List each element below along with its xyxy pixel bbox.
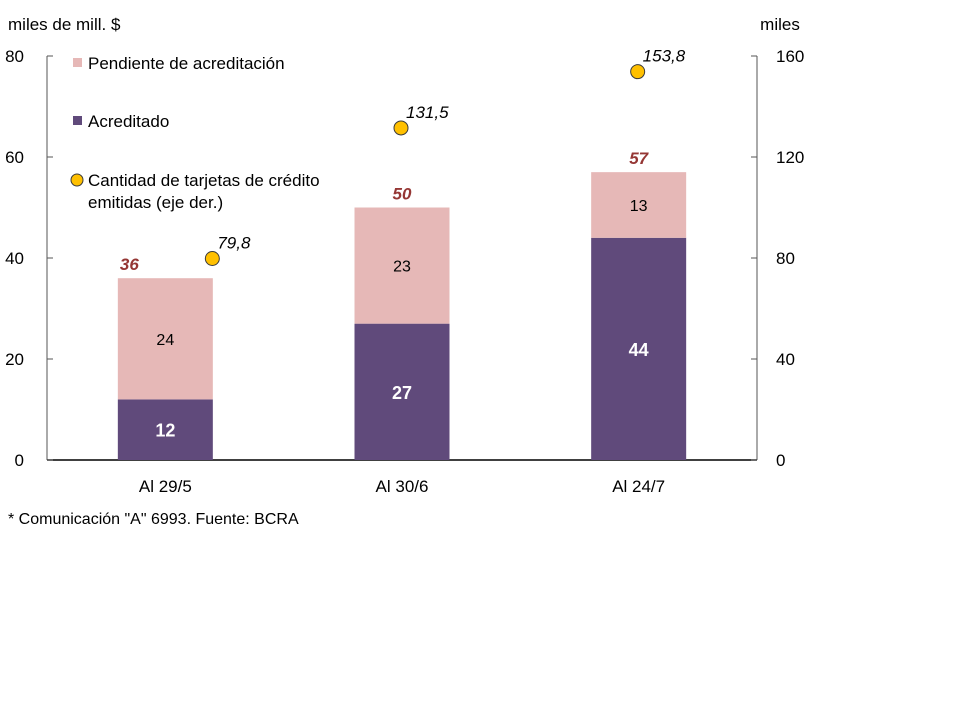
x-tick-label: Al 29/5 [139, 477, 192, 496]
legend-swatch-pendiente [73, 58, 82, 67]
bar-total-label: 57 [629, 149, 649, 168]
point-tarjetas [393, 120, 409, 136]
bar-label-pendiente: 13 [630, 198, 648, 215]
bar-label-acreditado: 12 [155, 421, 175, 441]
bar-pendiente [354, 207, 450, 324]
bars: 12 24 36 27 23 50 44 13 57 [117, 149, 687, 460]
x-tick-label: Al 30/6 [376, 477, 429, 496]
bar-pendiente [591, 172, 687, 238]
bar-label-pendiente: 23 [393, 259, 411, 276]
bar-total-label: 36 [120, 255, 139, 274]
bar-total-label: 50 [393, 185, 412, 204]
bar-acreditado [591, 237, 687, 460]
point-label-tarjetas: 79,8 [217, 234, 251, 253]
bar-acreditado [354, 323, 450, 460]
footnote: * Comunicación "A" 6993. Fuente: BCRA [8, 511, 299, 528]
bar-label-acreditado: 44 [629, 340, 649, 360]
right-tick-label: 160 [776, 47, 804, 66]
legend-label-pendiente: Pendiente de acreditación [88, 54, 285, 73]
right-axis-label: miles [760, 15, 800, 34]
right-tick-label: 120 [776, 148, 804, 167]
bar-acreditado [117, 399, 213, 460]
x-tick-label: Al 24/7 [612, 477, 665, 496]
left-tick-label: 80 [5, 47, 24, 66]
left-tick-label: 0 [15, 451, 24, 470]
point-label-tarjetas: 131,5 [406, 103, 449, 122]
right-tick-label: 80 [776, 249, 795, 268]
left-tick-label: 20 [5, 350, 24, 369]
bar-label-pendiente: 24 [156, 332, 174, 349]
legend-label-tarjetas-line2: emitidas (eje der.) [88, 193, 223, 212]
legend-label-tarjetas-line1: Cantidad de tarjetas de crédito [88, 171, 320, 190]
bar-pendiente [117, 278, 213, 400]
point-tarjetas [630, 64, 646, 80]
left-tick-label: 40 [5, 249, 24, 268]
bar-label-acreditado: 27 [392, 383, 412, 403]
legend-label-acreditado: Acreditado [88, 112, 169, 131]
point-tarjetas [204, 251, 220, 267]
right-tick-label: 40 [776, 350, 795, 369]
right-tick-label: 0 [776, 451, 785, 470]
left-tick-label: 60 [5, 148, 24, 167]
point-label-tarjetas: 153,8 [643, 47, 686, 66]
legend-marker-tarjetas [70, 173, 84, 187]
legend-swatch-acreditado [73, 116, 82, 125]
points: 79,8 131,5 153,8 [204, 47, 686, 267]
legend: Pendiente de acreditación Acreditado Can… [70, 54, 320, 212]
left-axis-label: miles de mill. $ [8, 15, 121, 34]
